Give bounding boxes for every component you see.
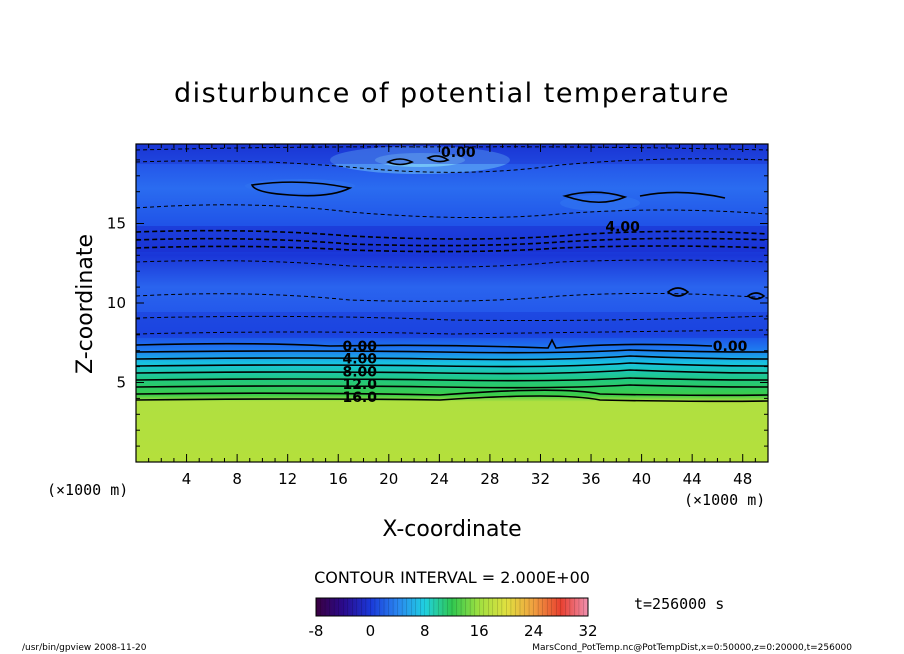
x-axis-ticks: 4 8 12 16 20 24 28 32 36 40 44 48 xyxy=(148,144,756,488)
contour-label: 0.00 xyxy=(441,145,476,161)
contour-line xyxy=(136,158,768,173)
contour-line xyxy=(136,315,768,321)
x-tick-label: 8 xyxy=(232,470,242,488)
colorbar-tick-label: 32 xyxy=(578,622,597,640)
colorbar-frame xyxy=(315,597,589,617)
contour-line xyxy=(136,338,713,349)
y-tick-label: 5 xyxy=(116,374,126,392)
x-tick-label: 4 xyxy=(182,470,192,488)
contour-line xyxy=(136,389,768,397)
colorbar-tick-label: 0 xyxy=(366,622,376,640)
time-label: t=256000 s xyxy=(634,595,724,613)
x-tick-label: 36 xyxy=(581,470,600,488)
contour-line xyxy=(639,191,726,199)
x-axis-label: X-coordinate xyxy=(382,517,521,542)
contour-line xyxy=(136,204,768,219)
colorbar-tick-label: 16 xyxy=(470,622,489,640)
y-tick-label: 10 xyxy=(107,294,126,312)
contour-line xyxy=(136,259,768,268)
y-axis-label: Z-coordinate xyxy=(73,234,98,374)
contour-line xyxy=(136,329,768,335)
footer-right: MarsCond_PotTemp.nc@PotTempDist,x=0:5000… xyxy=(532,643,852,653)
y-tick-label: 15 xyxy=(107,215,126,233)
x-unit-label-right: (×1000 m) xyxy=(684,491,765,509)
x-tick-label: 24 xyxy=(430,470,449,488)
contour-line xyxy=(666,287,690,297)
x-tick-label: 32 xyxy=(531,470,550,488)
colorbar-tick-label: -8 xyxy=(309,622,324,640)
contour-line xyxy=(136,395,768,403)
colorbar-tick-label: 24 xyxy=(524,622,543,640)
contour-line xyxy=(386,158,414,166)
contour-line xyxy=(136,349,768,354)
contour-line xyxy=(136,292,768,302)
contour-label: 12.0 xyxy=(342,377,377,393)
field-background xyxy=(136,144,768,462)
x-tick-label: 44 xyxy=(683,470,702,488)
contour-line xyxy=(136,355,768,361)
colorbar-stripes xyxy=(320,598,584,616)
contour-label: 4.00 xyxy=(605,220,640,236)
contour-line xyxy=(136,369,768,375)
contour-label: 16.0 xyxy=(342,390,377,406)
contour-label: 0.00 xyxy=(342,339,377,355)
x-tick-label: 48 xyxy=(733,470,752,488)
x-tick-label: 12 xyxy=(278,470,297,488)
contour-line xyxy=(250,181,353,197)
colorbar xyxy=(316,598,588,616)
chart-title: disturbunce of potential temperature xyxy=(174,78,730,109)
x-unit-label-left: (×1000 m) xyxy=(47,481,128,499)
contour-label: 8.00 xyxy=(342,364,377,380)
x-tick-label: 20 xyxy=(379,470,398,488)
x-tick-label: 16 xyxy=(329,470,348,488)
contour-line xyxy=(426,155,450,163)
contour-line xyxy=(136,362,768,368)
colorbar-ticks: -8 0 8 16 24 32 xyxy=(309,622,598,640)
contour-line xyxy=(562,191,628,204)
contour-line xyxy=(136,377,768,382)
cold-band-top xyxy=(136,144,768,164)
contour-interval-text: CONTOUR INTERVAL = 2.000E+00 xyxy=(314,568,590,587)
y-axis-ticks: 5 10 15 xyxy=(107,159,768,447)
contour-line xyxy=(136,384,768,389)
contour-line xyxy=(746,292,766,300)
contour-label: 4.00 xyxy=(342,352,377,368)
footer-left: /usr/bin/gpview 2008-11-20 xyxy=(22,643,147,653)
contour-label: 0.00 xyxy=(713,339,748,355)
x-tick-label: 40 xyxy=(632,470,651,488)
x-tick-label: 28 xyxy=(480,470,499,488)
colorbar-tick-label: 8 xyxy=(420,622,430,640)
